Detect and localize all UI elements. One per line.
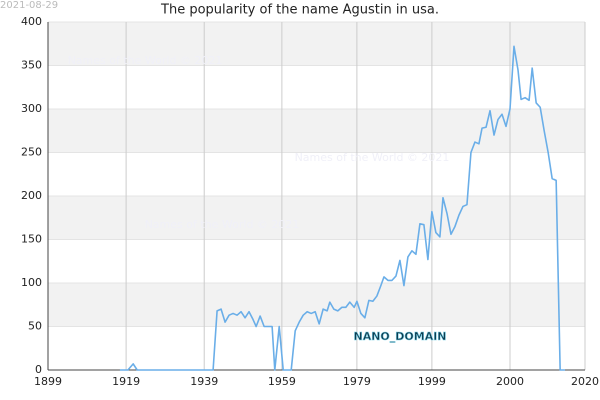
band [48, 196, 585, 240]
band [48, 65, 585, 109]
y-tick-label: 100 [21, 276, 42, 289]
watermark: Names of the World © 2021 [295, 151, 450, 164]
chart-title: The popularity of the name Agustin in us… [160, 3, 439, 18]
band [48, 326, 585, 370]
y-tick-label: 150 [21, 233, 42, 246]
band [48, 22, 585, 66]
x-tick-label: 1999 [418, 375, 446, 388]
x-tick-label: 1919 [112, 375, 140, 388]
watermark: Names of the World © 2021 [68, 54, 223, 67]
x-tick-label: 2000 [496, 375, 524, 388]
y-tick-label: 300 [21, 102, 42, 115]
band [48, 239, 585, 283]
band [48, 152, 585, 196]
y-tick-label: 250 [21, 146, 42, 159]
plot [119, 45, 566, 371]
x-tick-label: 1959 [268, 375, 296, 388]
x-tick-label: 1939 [190, 375, 218, 388]
watermark: Names of the World © 2021 [145, 218, 300, 231]
y-tick-label: 0 [35, 363, 42, 376]
date-stamp: 2021-08-29 [0, 0, 58, 11]
y-tick-label: 200 [21, 189, 42, 202]
y-tick-label: 350 [21, 59, 42, 72]
line-series [119, 45, 566, 371]
y-tick-label: 50 [28, 320, 42, 333]
x-tick-label: 1979 [343, 375, 371, 388]
y-tick-label: 400 [21, 15, 42, 28]
x-tick-label: 2020 [571, 375, 599, 388]
x-tick-label: 1899 [34, 375, 62, 388]
band [48, 283, 585, 327]
band [48, 109, 585, 153]
domain-label: NANO_DOMAIN [353, 330, 446, 343]
